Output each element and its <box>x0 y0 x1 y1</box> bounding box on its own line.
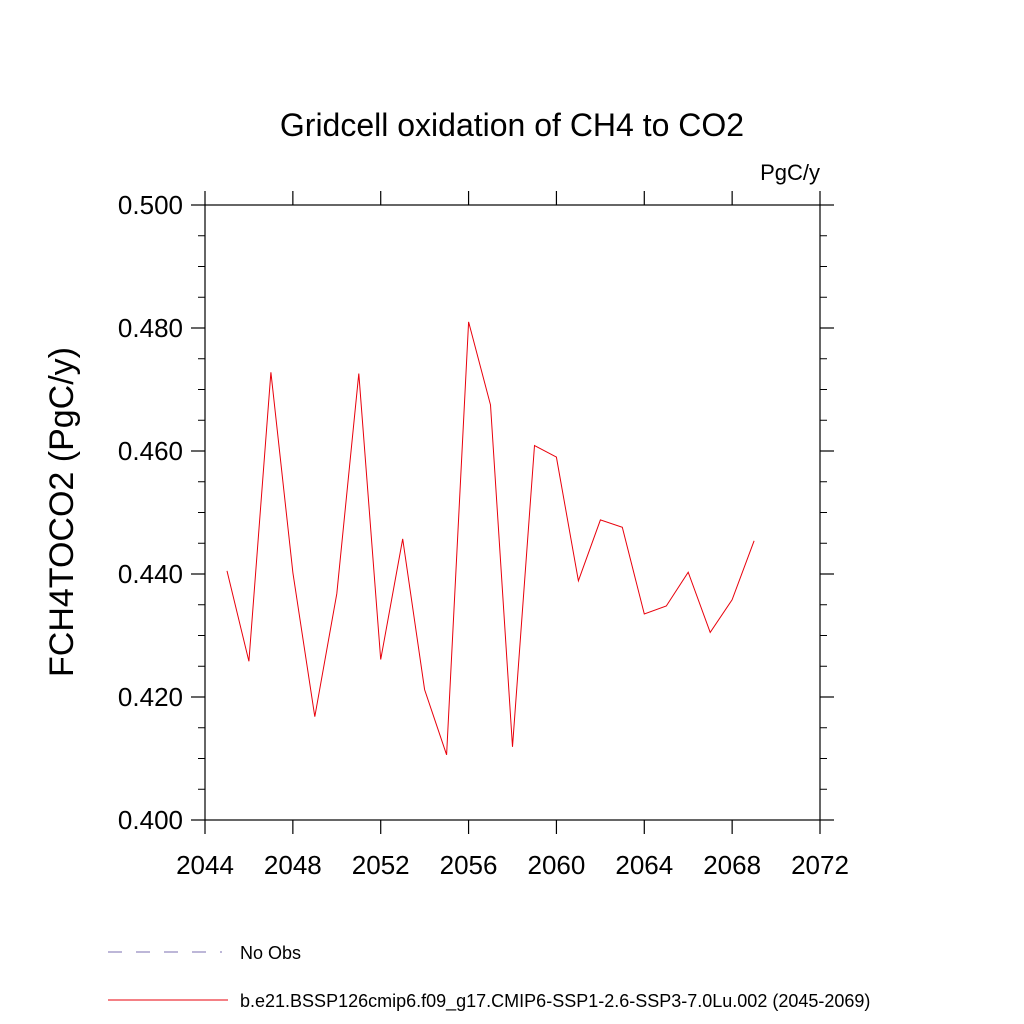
y-tick-label: 0.480 <box>118 313 183 343</box>
x-tick-label: 2068 <box>703 850 761 880</box>
x-tick-label: 2044 <box>176 850 234 880</box>
y-tick-labels: 0.400 0.420 0.440 0.460 0.480 0.500 <box>118 190 183 835</box>
legend-label-series: b.e21.BSSP126cmip6.f09_g17.CMIP6-SSP1-2.… <box>240 991 870 1012</box>
legend: No Obs b.e21.BSSP126cmip6.f09_g17.CMIP6-… <box>108 943 870 1012</box>
x-tick-label: 2052 <box>352 850 410 880</box>
chart-title: Gridcell oxidation of CH4 to CO2 <box>280 107 744 143</box>
x-tick-label: 2072 <box>791 850 849 880</box>
x-tick-labels: 2044 2048 2052 2056 2060 2064 2068 2072 <box>176 850 849 880</box>
plot-frame <box>204 204 821 821</box>
series-group <box>226 321 755 755</box>
y-tick-label: 0.460 <box>118 436 183 466</box>
series-line-0 <box>226 321 755 755</box>
y-axis-label: FCH4TOCO2 (PgC/y) <box>43 347 81 677</box>
y-tick-label: 0.420 <box>118 682 183 712</box>
legend-label-no-obs: No Obs <box>240 943 301 963</box>
units-label: PgC/y <box>760 160 820 185</box>
y-tick-label: 0.440 <box>118 559 183 589</box>
x-tick-label: 2064 <box>615 850 673 880</box>
x-tick-label: 2056 <box>440 850 498 880</box>
y-tick-label: 0.400 <box>118 805 183 835</box>
y-tick-label: 0.500 <box>118 190 183 220</box>
x-tick-label: 2048 <box>264 850 322 880</box>
axis-ticks <box>191 191 834 834</box>
x-tick-label: 2060 <box>528 850 586 880</box>
